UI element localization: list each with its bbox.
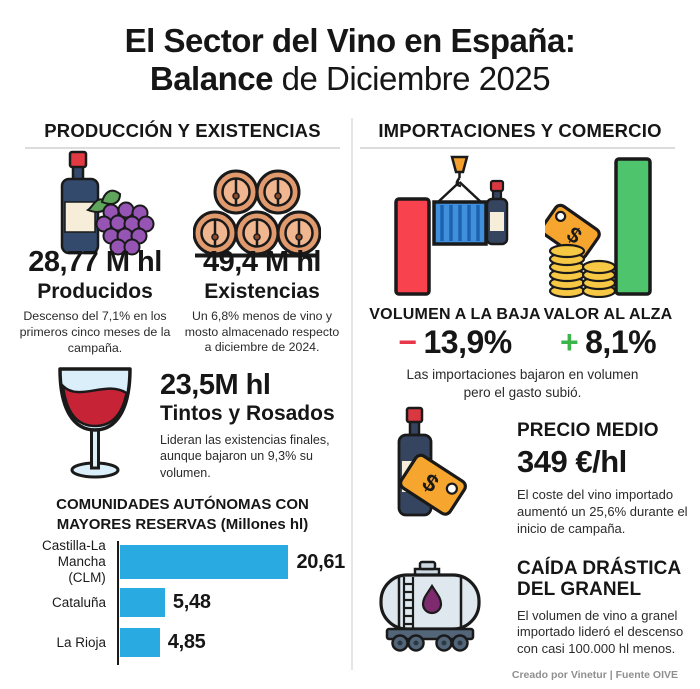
chart-value-label: 4,85 <box>167 631 206 653</box>
volume-percentage: 13,9% <box>423 324 512 360</box>
minus-sign: − <box>398 324 417 360</box>
stat-reds: 23,5M hl Tintos y Rosados Lideran las ex… <box>160 369 352 481</box>
bulk-desc: El volumen de vino a granel importado li… <box>517 607 684 657</box>
imports-value-icon: $ <box>545 157 652 298</box>
wine-drop-icon <box>421 583 443 615</box>
page-title: El Sector del Vino en España: Balance de… <box>0 22 700 98</box>
chart-title-line2: MAYORES RESERVAS (Millones hl) <box>56 516 309 534</box>
stat-reds-value: 23,5M hl <box>160 369 271 401</box>
stat-produced-label: Producidos <box>37 280 153 303</box>
volume-trend-label: VOLUMEN A LA BAJA <box>369 306 541 323</box>
value-percentage: 8,1% <box>585 324 657 360</box>
bulk-wine-block: CAÍDA DRÁSTICA DEL GRANEL El volumen de … <box>517 558 693 658</box>
average-price-block: PRECIO MEDIO 349 €/hl El coste del vino … <box>517 420 691 538</box>
stat-stocks-value: 49,4 M hl <box>203 246 322 278</box>
chart-value-label: 20,61 <box>296 550 345 573</box>
imports-volume-icon <box>394 155 509 296</box>
chart-title-line1: COMUNIDADES AUTÓNOMAS CON <box>56 496 309 513</box>
footer-credit: Creado por Vinetur | Fuente OIVE <box>511 669 678 681</box>
page-title-line2-bold: Balance <box>149 60 274 97</box>
wine-bottle-grapes-icon <box>60 150 155 256</box>
stat-reds-desc: Lideran las existencias finales, aunque … <box>160 433 330 480</box>
reserves-bar-chart: Castilla-La Mancha (CLM) 20,61 Cataluña … <box>20 538 345 667</box>
chart-row-clm: Castilla-La Mancha (CLM) 20,61 <box>20 538 345 585</box>
chart-value-label: 5,48 <box>172 591 211 613</box>
chart-category-label: La Rioja <box>56 634 106 650</box>
wine-barrels-icon <box>193 169 321 258</box>
average-price-desc: El coste del vino importado aumentó un 2… <box>517 487 688 537</box>
red-bar-icon <box>394 197 431 296</box>
volume-trend-value: −13,9% <box>360 324 550 361</box>
coin-stacks-icon <box>548 243 617 298</box>
imports-note: Las importaciones bajaron en volumen per… <box>406 367 639 400</box>
chart-category-label: Cataluña <box>51 594 106 610</box>
chart-bar-cataluna <box>120 588 165 617</box>
stat-stocks-label: Existencias <box>204 280 320 303</box>
price-bottle-tag-icon: $ <box>397 406 467 517</box>
wine-bottle-icon <box>485 179 509 246</box>
page-title-line2-rest: de Diciembre 2025 <box>272 60 551 97</box>
value-trend-label: VALOR AL ALZA <box>543 306 673 323</box>
wine-glass-icon <box>58 367 132 479</box>
column-divider <box>351 118 353 670</box>
chart-category-label: Castilla-La Mancha (CLM) <box>42 538 106 585</box>
stat-stocks-desc: Un 6,8% menos de vino y mosto almacenado… <box>184 309 340 355</box>
section-underline-left <box>25 147 340 149</box>
bulk-label-line2: DEL GRANEL <box>517 579 642 601</box>
stat-produced-desc: Descenso del 7,1% en los primeros cinco … <box>19 309 171 355</box>
bulk-label-line1: CAÍDA DRÁSTICA <box>517 558 682 579</box>
chart-y-axis <box>117 541 119 665</box>
value-trend-value: +8,1% <box>538 324 678 361</box>
stat-stocks: 49,4 M hl Existencias Un 6,8% menos de v… <box>183 246 341 356</box>
stat-produced-value: 28,77 M hl <box>28 246 162 278</box>
bulk-tanker-icon <box>379 560 481 652</box>
average-price-label: PRECIO MEDIO <box>517 420 659 441</box>
green-bar-icon <box>614 157 652 296</box>
section-header-imports: IMPORTACIONES Y COMERCIO <box>378 120 662 141</box>
chart-title: COMUNIDADES AUTÓNOMAS CON MAYORES RESERV… <box>20 495 345 536</box>
chart-bar-larioja <box>120 628 160 657</box>
page-title-line1: El Sector del Vino en España: <box>124 22 576 59</box>
ladder-icon <box>402 577 415 628</box>
chart-row-cataluna: Cataluña 5,48 <box>20 588 345 617</box>
section-underline-right <box>360 147 675 149</box>
chart-row-larioja: La Rioja 4,85 <box>20 628 345 657</box>
stat-reds-label: Tintos y Rosados <box>160 402 335 425</box>
stat-produced: 28,77 M hl Producidos Descenso del 7,1% … <box>8 246 182 357</box>
dollar-tag-icon: $ <box>399 453 467 516</box>
section-header-production: PRODUCCIÓN Y EXISTENCIAS <box>44 120 321 141</box>
average-price-value: 349 €/hl <box>517 444 627 480</box>
price-tag-icon: $ <box>545 203 601 260</box>
plus-sign: + <box>559 324 579 360</box>
page-title-line2: Balance de Diciembre 2025 <box>0 60 700 98</box>
chart-bar-clm <box>119 545 289 579</box>
